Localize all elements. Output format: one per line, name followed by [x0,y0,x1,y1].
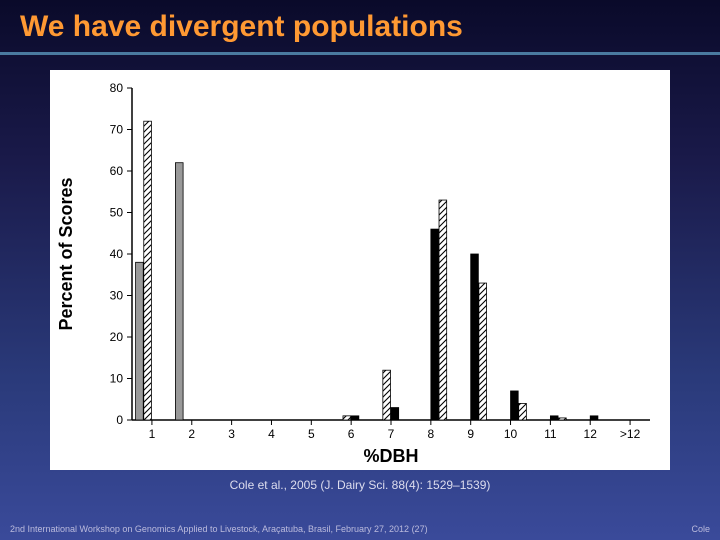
citation-text: Cole et al., 2005 (J. Dairy Sci. 88(4): … [0,478,720,492]
footer-right: Cole [691,524,710,534]
title-bar: We have divergent populations [0,0,720,55]
svg-text:10: 10 [110,372,124,386]
svg-text:%DBH: %DBH [363,446,418,466]
svg-text:30: 30 [110,289,124,303]
svg-text:1: 1 [149,427,156,441]
svg-text:5: 5 [308,427,315,441]
svg-text:0: 0 [116,413,123,427]
svg-text:80: 80 [110,81,124,95]
svg-text:Percent of Scores: Percent of Scores [56,177,76,330]
svg-text:3: 3 [228,427,235,441]
svg-text:>12: >12 [620,427,641,441]
svg-text:40: 40 [110,247,124,261]
svg-text:20: 20 [110,330,124,344]
slide-title: We have divergent populations [20,10,700,44]
svg-text:60: 60 [110,164,124,178]
svg-text:7: 7 [388,427,395,441]
footer: 2nd International Workshop on Genomics A… [10,524,710,534]
chart-panel: 01020304050607080Percent of Scores123456… [50,70,670,470]
svg-text:10: 10 [504,427,518,441]
svg-text:2: 2 [188,427,195,441]
svg-text:50: 50 [110,206,124,220]
svg-text:4: 4 [268,427,275,441]
svg-text:6: 6 [348,427,355,441]
svg-text:11: 11 [544,427,557,441]
slide: We have divergent populations 0 10 20 30 40 5… [0,0,720,540]
footer-left: 2nd International Workshop on Genomics A… [10,524,428,534]
svg-text:8: 8 [428,427,435,441]
svg-text:9: 9 [467,427,474,441]
svg-text:12: 12 [584,427,598,441]
bar-chart: 01020304050607080Percent of Scores123456… [50,70,670,470]
svg-text:70: 70 [110,123,124,137]
